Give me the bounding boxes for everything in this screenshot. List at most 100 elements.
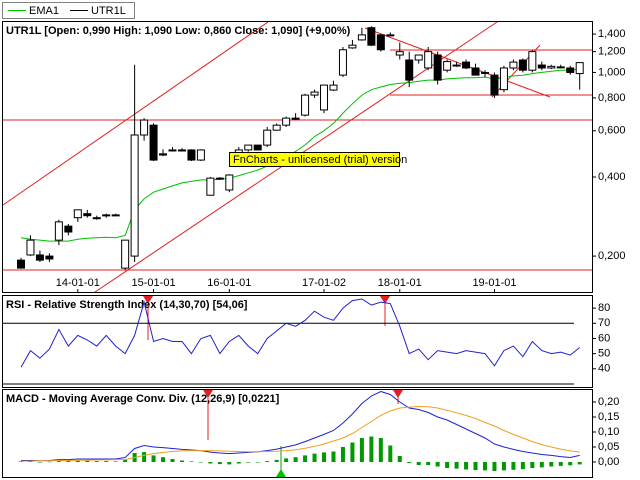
y-tick-label: 1,400 <box>598 28 626 40</box>
histogram-bar <box>208 462 213 464</box>
x-tick-label: 19-01-01 <box>472 277 516 289</box>
annotation-box <box>229 152 400 167</box>
histogram-bar <box>397 456 402 462</box>
y-tick-label: 1,000 <box>598 66 626 78</box>
histogram-bar <box>454 462 459 469</box>
histogram-bar <box>104 461 109 462</box>
candle-body <box>177 149 186 152</box>
signal-marker <box>276 469 286 477</box>
histogram-bar <box>47 461 52 463</box>
signal-marker <box>380 296 390 304</box>
candle-body <box>547 65 556 69</box>
x-tick-label: 14-01-01 <box>56 277 100 289</box>
candle-body <box>329 84 338 91</box>
candle-body <box>35 254 44 261</box>
histogram-bar <box>511 462 516 470</box>
histogram-bar <box>170 459 175 462</box>
candle-body <box>556 66 565 69</box>
candle-body <box>462 61 471 69</box>
x-tick-label: 15-01-01 <box>132 277 176 289</box>
candle-body <box>395 51 404 56</box>
candle-body <box>253 144 262 151</box>
candle-body <box>433 54 442 81</box>
histogram-bar <box>85 460 90 462</box>
histogram-bar <box>56 461 61 462</box>
histogram-bar <box>539 462 544 468</box>
candle-body <box>102 214 111 217</box>
histogram-bar <box>435 462 440 467</box>
histogram-bar <box>473 462 478 471</box>
candle-body <box>386 34 395 37</box>
candle-body <box>414 54 423 61</box>
candle-body <box>310 91 319 96</box>
histogram-bar <box>312 453 317 462</box>
y-tick-label: 0,20 <box>598 396 619 408</box>
legend-label: UTR1L <box>91 5 126 17</box>
candle-body <box>64 225 73 233</box>
histogram-bar <box>236 462 241 464</box>
histogram-bar <box>407 462 412 463</box>
plot: 1,400 1,200 1,000 0,800 0,600 0,400 0,200 UTR1L… <box>3 25 626 471</box>
candle-body <box>301 94 310 116</box>
annotation: FnCharts - unlicensed (trial) version <box>229 152 407 167</box>
candle-body <box>149 124 158 161</box>
candle-body <box>443 61 452 71</box>
histogram-bar <box>123 459 128 462</box>
series-line <box>20 68 580 242</box>
candle-body <box>73 209 82 219</box>
candle-body <box>168 149 177 152</box>
candle-body <box>92 217 101 220</box>
candle-body <box>54 221 63 241</box>
signal-marker <box>143 296 153 304</box>
x-tick-label: 17-01-02 <box>302 277 346 289</box>
y-tick-label: 80 <box>598 302 610 314</box>
annotation-text: FnCharts - unlicensed (trial) version <box>233 154 407 166</box>
signal-marker <box>393 390 403 398</box>
trend-line <box>2 21 269 206</box>
histogram-bar <box>501 462 506 471</box>
histogram-bar <box>378 438 383 462</box>
histogram-bar <box>445 462 450 468</box>
y-tick-label: 0,15 <box>598 411 619 423</box>
candle-body <box>45 255 54 260</box>
panel-title: RSI - Relative Strength Index (14,30,70)… <box>6 299 248 311</box>
histogram-bar <box>274 459 279 462</box>
candle-body <box>367 27 376 46</box>
candle-body <box>140 119 149 136</box>
histogram-bar <box>227 462 232 465</box>
candle-body <box>471 67 480 76</box>
candle-body <box>196 149 205 161</box>
histogram-bar <box>255 462 260 463</box>
candle-body <box>272 124 281 131</box>
histogram-bar <box>388 445 393 462</box>
candle-body <box>244 144 253 151</box>
y-tick-label: 0,200 <box>598 250 626 262</box>
histogram-bar <box>577 462 582 465</box>
candle-body <box>206 177 215 196</box>
candle-body <box>282 117 291 126</box>
histogram-bar <box>359 438 364 462</box>
histogram-bar <box>492 462 497 471</box>
y-tick-label: 0,600 <box>598 125 626 137</box>
candle-body <box>537 64 546 69</box>
histogram-bar <box>18 461 23 462</box>
y-tick-label: 0,400 <box>598 171 626 183</box>
signal-marker <box>203 390 213 398</box>
panel-title: UTR1L [Open: 0,990 High: 1,090 Low: 0,86… <box>6 25 351 37</box>
histogram-bar <box>482 462 487 471</box>
y-tick-label: 50 <box>598 348 610 360</box>
candle-body <box>499 67 508 91</box>
histogram-bar <box>161 457 166 462</box>
series-line <box>20 298 581 368</box>
candle-body <box>338 49 347 76</box>
histogram-bar <box>568 462 573 466</box>
histogram-bar <box>293 457 298 462</box>
histogram-bar <box>179 460 184 462</box>
candle-body <box>518 59 527 71</box>
y-tick-label: 60 <box>598 332 610 344</box>
candle-body <box>159 153 168 156</box>
candle-body <box>263 129 272 146</box>
candle-body <box>291 117 300 120</box>
histogram-bar <box>66 461 71 462</box>
candle-body <box>575 62 584 75</box>
